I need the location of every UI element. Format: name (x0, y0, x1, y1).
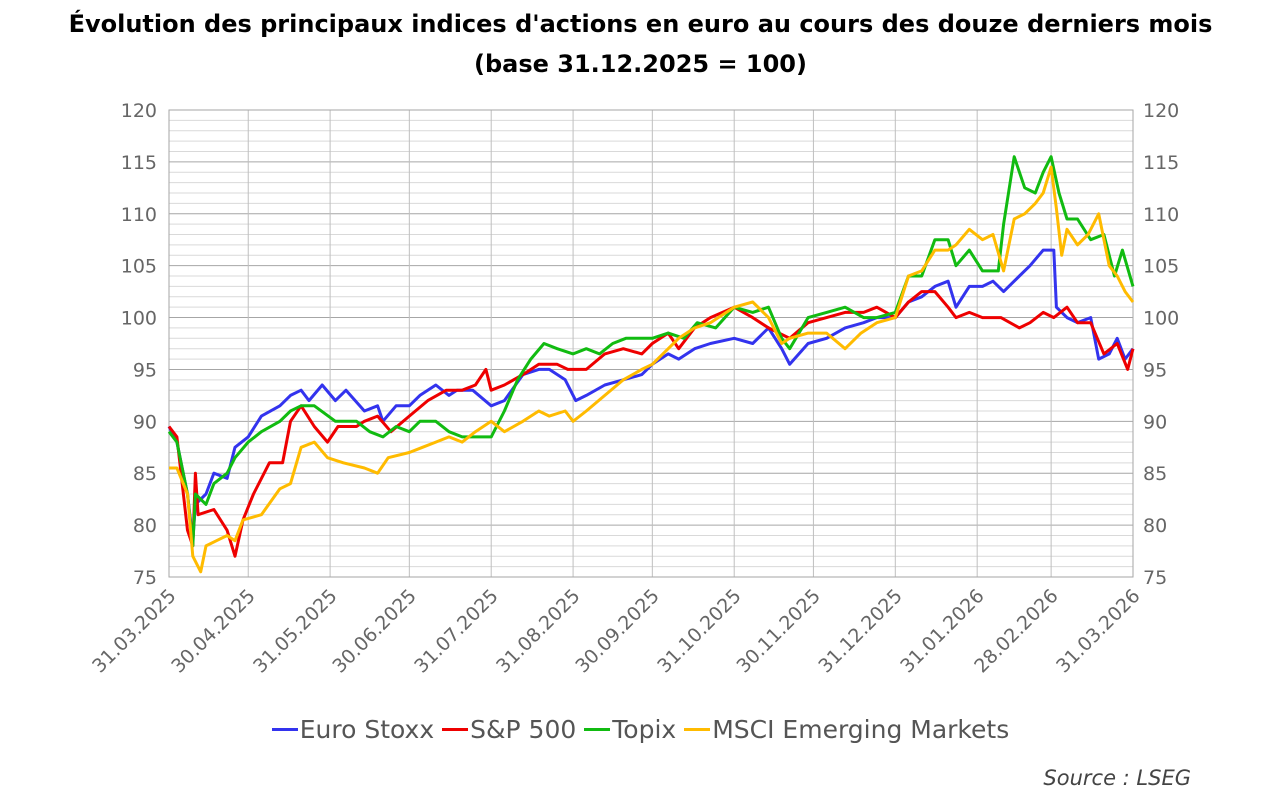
y-tick-label-right: 110 (1143, 204, 1179, 226)
x-tick-label: 31.03.2025 (88, 585, 180, 677)
x-tick-label: 30.11.2025 (732, 585, 824, 677)
legend-label: S&P 500 (470, 715, 577, 744)
x-tick-label: 31.05.2025 (249, 585, 341, 677)
series-line-euro-stoxx (167, 248, 1135, 543)
legend-item: S&P 500 (442, 715, 576, 744)
x-tick-label: 31.08.2025 (492, 585, 584, 677)
y-tick-label-left: 95 (133, 359, 157, 381)
y-tick-label-right: 120 (1143, 100, 1179, 122)
x-tick-label: 31.10.2025 (653, 585, 745, 677)
x-tick-label: 30.06.2025 (328, 585, 420, 677)
chart-title: Évolution des principaux indices d'actio… (0, 4, 1281, 84)
y-tick-label-left: 80 (133, 515, 157, 537)
x-tick-label: 31.12.2025 (814, 585, 906, 677)
y-tick-label-left: 110 (121, 204, 157, 226)
y-tick-label-right: 75 (1143, 567, 1167, 589)
legend-item: Euro Stoxx (271, 715, 435, 744)
y-tick-label-right: 95 (1143, 359, 1167, 381)
title-text: Évolution des principaux indices d'actio… (68, 10, 1213, 38)
series-line-s-p-500 (167, 290, 1135, 558)
y-tick-label-right: 115 (1143, 152, 1179, 174)
y-tick-label-right: 80 (1143, 515, 1167, 537)
y-tick-label-left: 75 (133, 567, 157, 589)
y-tick-label-left: 85 (133, 463, 157, 485)
legend-item: Topix (584, 715, 676, 744)
series-line-topix (167, 155, 1135, 548)
legend-swatch (684, 728, 711, 731)
legend-swatch (584, 728, 611, 731)
y-tick-label-right: 90 (1143, 411, 1167, 433)
x-tick-label: 31.07.2025 (410, 585, 502, 677)
legend-label: MSCI Emerging Markets (712, 715, 1010, 744)
y-tick-label-right: 85 (1143, 463, 1167, 485)
y-tick-label-left: 100 (121, 308, 157, 330)
y-tick-label-left: 115 (121, 152, 157, 174)
source-note: Source : LSEG (1043, 766, 1191, 790)
legend-swatch (442, 728, 469, 731)
legend-item: MSCI Emerging Markets (684, 715, 1009, 744)
series-line-msci-emerging-markets (169, 165, 1135, 574)
legend-label: Topix (612, 715, 677, 744)
x-tick-label: 30.09.2025 (571, 585, 663, 677)
subtitle-text: (base 31.12.2025 = 100) (474, 50, 807, 78)
y-tick-label-left: 105 (121, 256, 157, 278)
y-tick-label-right: 100 (1143, 308, 1179, 330)
plot-border (168, 109, 1134, 578)
x-tick-label: 30.04.2025 (167, 585, 259, 677)
legend: Euro Stoxx S&P 500 Topix MSCI Emerging Mark… (0, 708, 1281, 744)
y-tick-label-right: 105 (1143, 256, 1179, 278)
legend-label: Euro Stoxx (299, 715, 435, 744)
y-tick-label-left: 120 (121, 100, 157, 122)
legend-swatch (271, 728, 298, 731)
x-tick-label: 31.03.2026 (1052, 585, 1144, 677)
y-tick-label-left: 90 (133, 411, 157, 433)
